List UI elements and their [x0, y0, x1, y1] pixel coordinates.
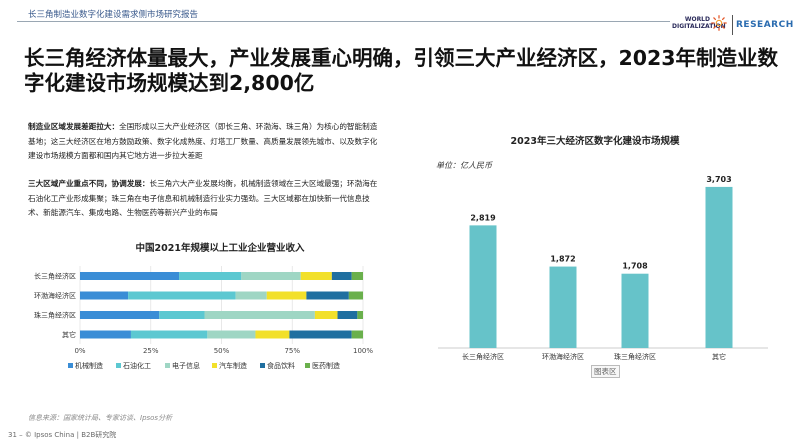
hbar-segment — [337, 311, 358, 319]
hbar-segment — [331, 272, 352, 280]
hbar-segment — [204, 311, 315, 319]
hbar-legend-label: 食品饮料 — [267, 361, 295, 370]
hbar-legend-label: 电子信息 — [172, 361, 200, 370]
vbar-unit-label: 单位：亿人民币 — [436, 161, 492, 170]
page-footer: 31 – © Ipsos China | B2B研究院 — [8, 431, 117, 439]
hbar-category-label: 珠三角经济区 — [34, 311, 76, 320]
paragraph-regional-gap-lead: 制造业区域发展差距拉大： — [28, 122, 120, 131]
hbar-segment — [80, 291, 129, 300]
hbar-xtick-label: 75% — [284, 347, 300, 355]
hbar-legend-swatch — [165, 363, 170, 368]
hbar-xtick-label: 100% — [353, 347, 373, 355]
logo-line1: WORLD — [684, 16, 710, 23]
hbar-segment — [351, 272, 363, 280]
hbar-legend-label: 医药制造 — [312, 361, 340, 370]
hbar-segment — [80, 272, 180, 280]
header-rule — [17, 21, 670, 22]
hbar-segment — [306, 291, 349, 300]
vbar-category-label: 珠三角经济区 — [614, 352, 656, 361]
logo-divider — [732, 15, 733, 35]
hbar-segment — [351, 330, 363, 339]
hbar-xtick-label: 25% — [143, 347, 159, 355]
hbar-xtick-label: 0% — [74, 347, 85, 355]
vbar-category-label: 其它 — [712, 352, 726, 361]
hbar-legend-swatch — [68, 363, 73, 368]
hbar-category-label: 其它 — [62, 330, 76, 339]
hbar-segment — [235, 291, 267, 300]
vbar-value-label: 1,708 — [622, 262, 648, 271]
vbar-bar — [549, 266, 577, 348]
hbar-legend-swatch — [260, 363, 265, 368]
source-footnote: 信息来源：国家统计局、专家访谈、Ipsos分析 — [28, 414, 173, 422]
vbar-bar — [705, 186, 733, 348]
page-headline: 长三角经济体量最大，产业发展重心明确，引领三大产业经济区，2023年制造业数字化… — [24, 46, 779, 95]
paragraph-industry-focus-body: 长三角六大产业发展均衡，机械制造领域在三大区域最强；环渤海在石油化工产业形成集聚… — [28, 179, 378, 217]
logo-line2: DIGITALIZATION — [672, 23, 726, 30]
hbar-legend-label: 机械制造 — [75, 361, 103, 370]
report-title: 长三角制造业数字化建设需求侧市场研究报告 — [28, 10, 199, 20]
vbar-chart: 2,819 长三角经济区 1,872 环渤海经济区 1,708 珠三角经济区 3,703 其它 — [438, 175, 768, 361]
hbar-segment — [348, 291, 363, 300]
paragraph-industry-focus-lead: 三大区域产业重点不同，协调发展： — [28, 179, 150, 188]
hbar-legend-swatch — [212, 363, 217, 368]
vbar-value-label: 1,872 — [550, 255, 575, 264]
logo-research: RESEARCH — [736, 20, 794, 30]
hbar-segment — [80, 330, 131, 339]
paragraph-regional-gap-body: 全国形成以三大产业经济区（即长三角、环渤海、珠三角）为核心的智能制造基地；这三大… — [28, 122, 378, 160]
vbar-bar — [469, 225, 497, 348]
hbar-segment — [80, 311, 160, 319]
logo: WORLD DIGITALIZATION RESEARCH — [672, 10, 794, 42]
hbar-chart-title: 中国2021年规模以上工业企业营业收入 — [135, 243, 305, 254]
hbar-xtick-label: 50% — [214, 347, 230, 355]
vbar-value-label: 3,703 — [706, 175, 731, 184]
hbar-segment — [300, 272, 332, 280]
vbar-category-label: 环渤海经济区 — [542, 352, 584, 361]
hbar-category-label: 环渤海经济区 — [34, 291, 76, 300]
paragraph-regional-gap: 制造业区域发展差距拉大：全国形成以三大产业经济区（即长三角、环渤海、珠三角）为核… — [28, 120, 378, 164]
hbar-segment — [357, 311, 363, 319]
hbar-segment — [159, 311, 205, 319]
hbar-legend-swatch — [116, 363, 121, 368]
hbar-legend-swatch — [305, 363, 310, 368]
hbar-segment — [241, 272, 301, 280]
hbar-segment — [207, 330, 256, 339]
logo-burst-icon — [711, 15, 727, 31]
hbar-segment — [130, 330, 208, 339]
hbar-segment — [128, 291, 236, 300]
hbar-legend-label: 汽车制造 — [219, 361, 247, 370]
chart-area-caption: 图表区 — [591, 365, 620, 378]
vbar-bar — [621, 273, 649, 348]
hbar-segment — [255, 330, 290, 339]
hbar-segment — [289, 330, 352, 339]
hbar-segment — [266, 291, 307, 300]
vbar-category-label: 长三角经济区 — [462, 352, 504, 361]
logo-wordmark: WORLD DIGITALIZATION — [672, 16, 726, 30]
hbar-legend-label: 石油化工 — [123, 361, 151, 370]
vbar-value-label: 2,819 — [470, 213, 496, 222]
hbar-category-label: 长三角经济区 — [34, 272, 76, 281]
hbar-segment — [179, 272, 242, 280]
paragraph-industry-focus: 三大区域产业重点不同，协调发展：长三角六大产业发展均衡，机械制造领域在三大区域最… — [28, 177, 378, 221]
hbar-segment — [314, 311, 338, 319]
vbar-chart-title: 2023年三大经济区数字化建设市场规模 — [510, 136, 680, 147]
